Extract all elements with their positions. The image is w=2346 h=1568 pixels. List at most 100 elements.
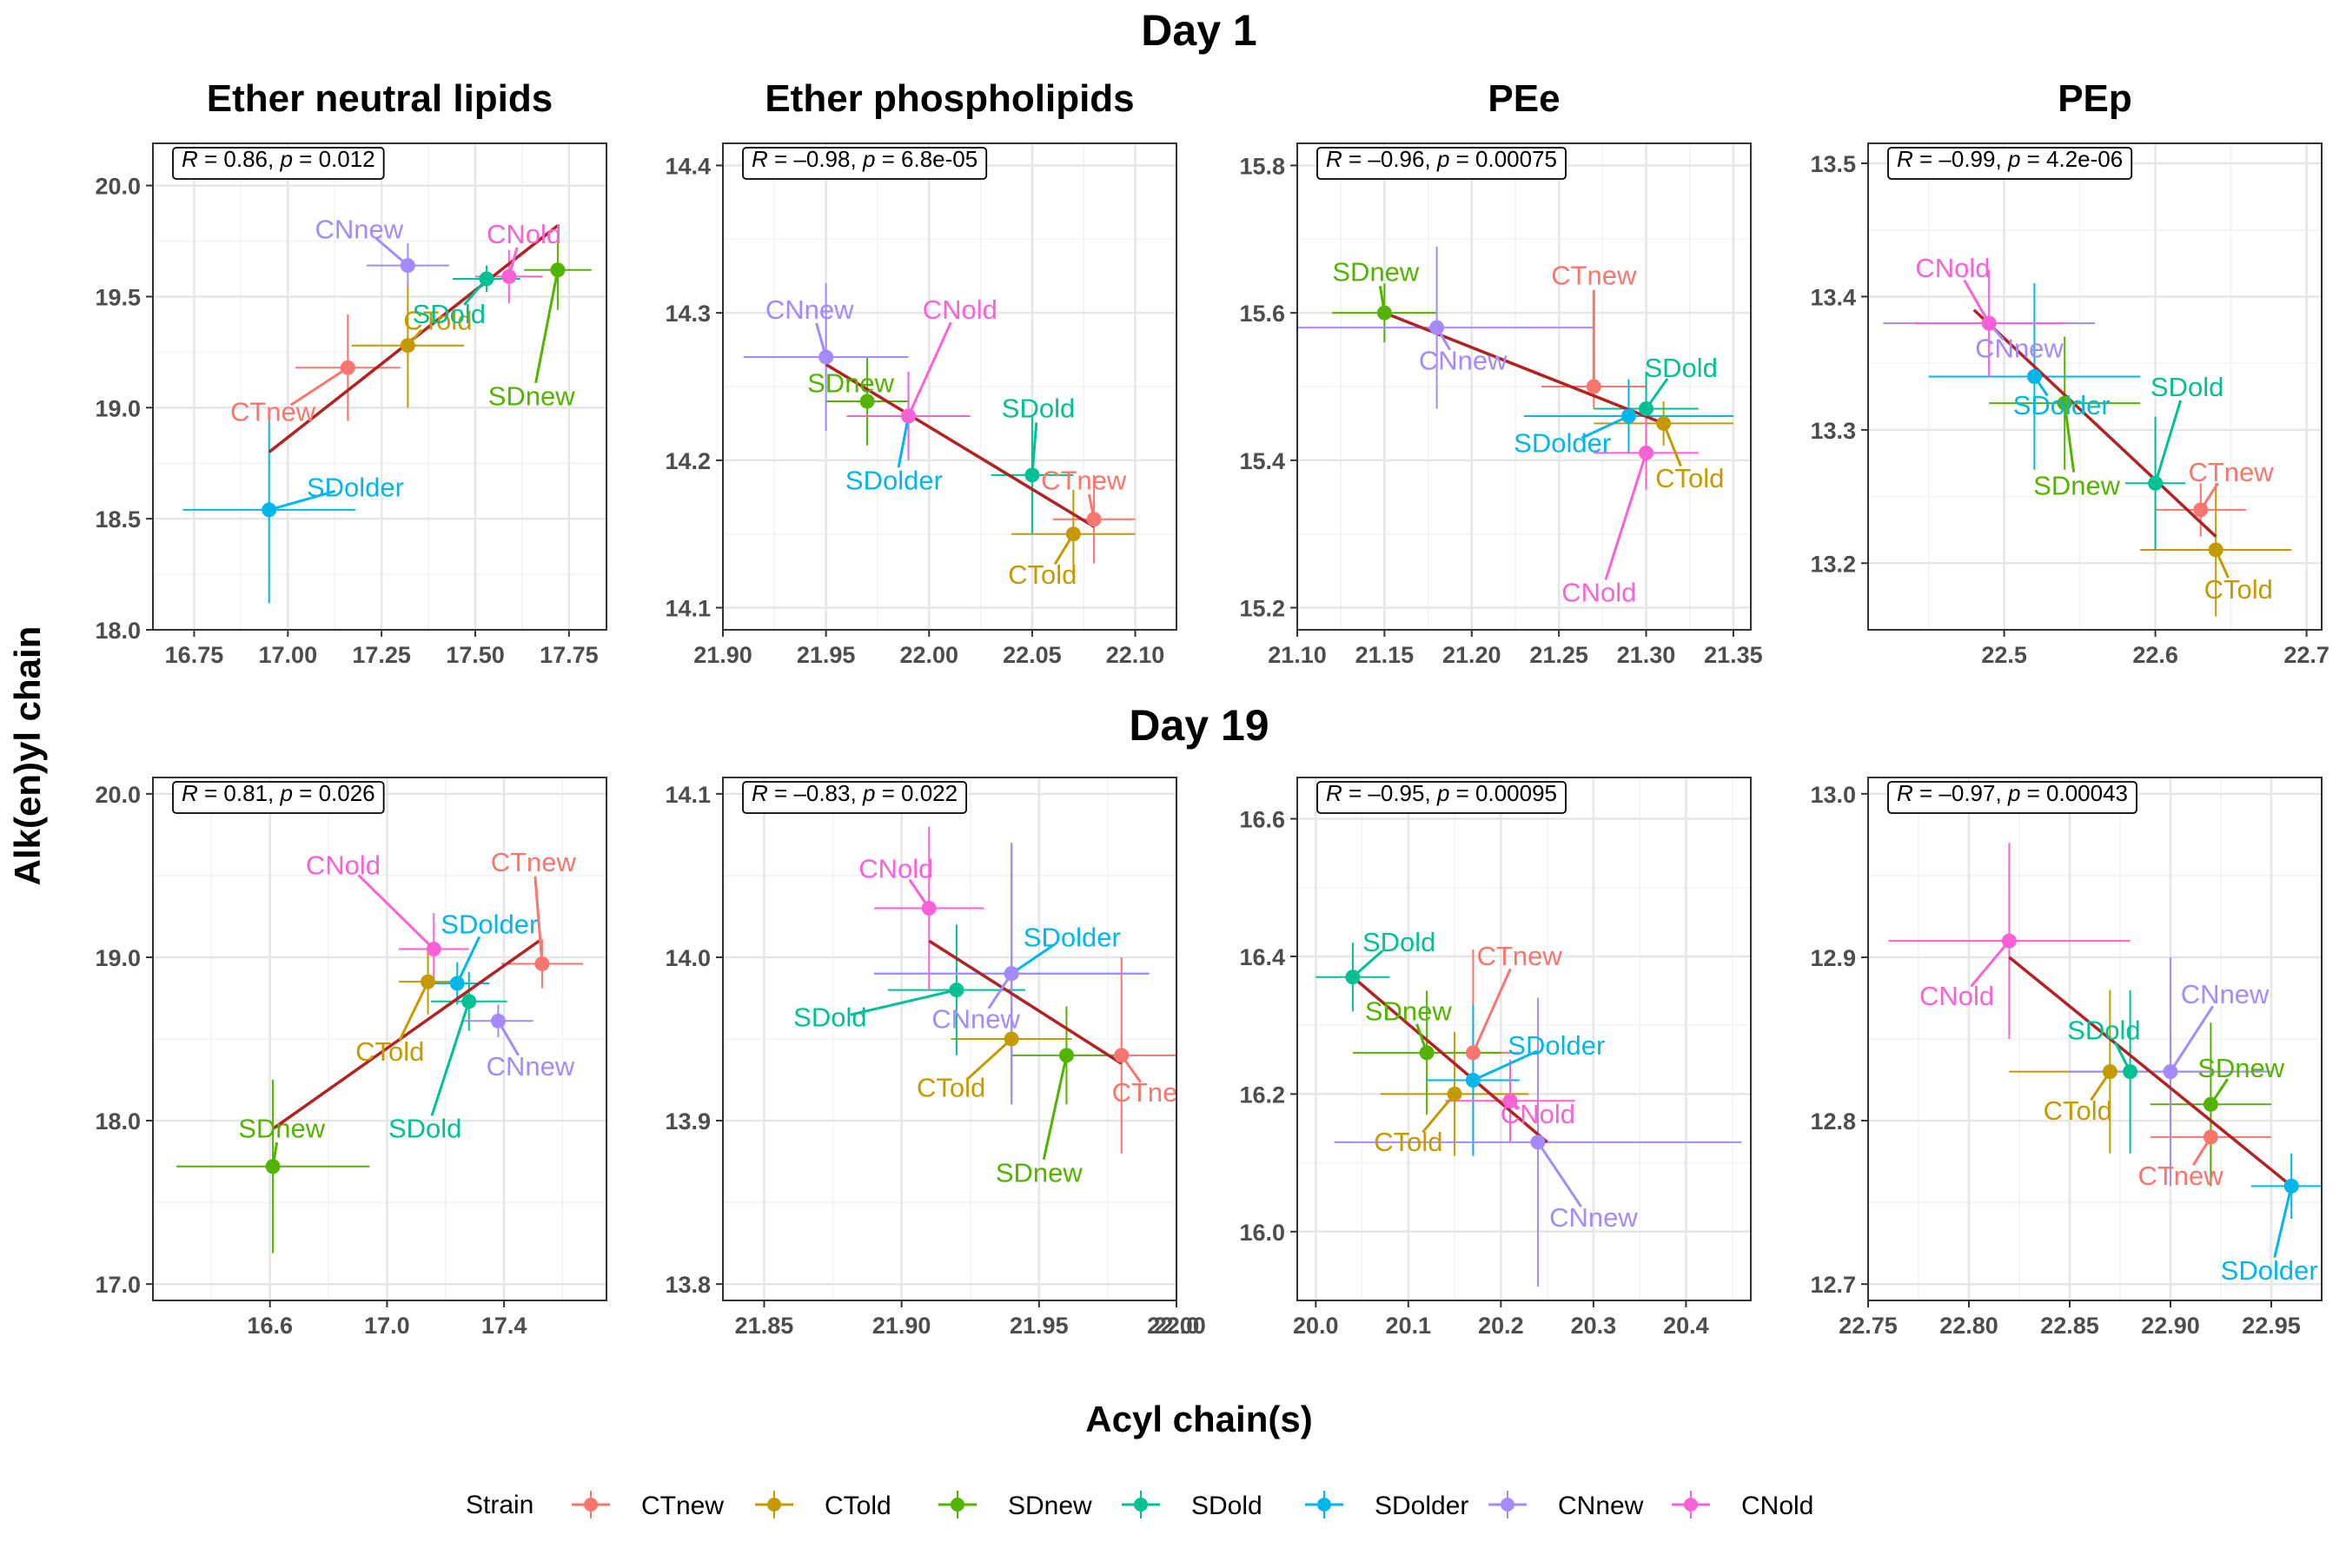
- label-leader: [268, 489, 336, 512]
- x-tick-label: 22.75: [1839, 1313, 1898, 1339]
- x-tick-label: 17.4: [481, 1313, 527, 1339]
- point-label: CNold: [306, 850, 381, 881]
- x-tick-label: 22.0: [1154, 1313, 1200, 1339]
- data-point: [534, 956, 550, 971]
- label-leader: [907, 321, 952, 417]
- panel-8: 22.75 22.80 22.85 22.90 22.95 12.7 12.8 12.9 13.…: [1810, 777, 2323, 1339]
- data-point: [2163, 1064, 2178, 1080]
- point-label: SDold: [388, 1113, 461, 1143]
- legend-key-point: [584, 1498, 598, 1512]
- legend-item-cnnew: CNnew: [1488, 1491, 1644, 1520]
- point-label: CNold: [487, 219, 561, 249]
- data-point: [262, 502, 277, 518]
- panel-7: 20.0 20.1 20.2 20.3 20.4 16.0 16.2 16.4 16.6 CTne…: [1239, 777, 1752, 1339]
- legend-title: Strain: [466, 1491, 533, 1519]
- point-label: CTnew: [1477, 941, 1563, 971]
- data-point: [1429, 320, 1445, 335]
- stat-label: R = –0.83, p = 0.022: [752, 780, 958, 806]
- point-label: SDnew: [238, 1113, 326, 1143]
- label-leader: [398, 981, 429, 1041]
- legend-label: SDolder: [1375, 1492, 1468, 1520]
- label-leader: [897, 415, 911, 468]
- label-leader: [1422, 1093, 1456, 1134]
- point-label: CNold: [1915, 253, 1990, 283]
- label-leader: [1970, 940, 2011, 988]
- y-tick-label: 14.1: [665, 782, 711, 808]
- x-tick-label: 22.95: [2242, 1313, 2301, 1339]
- legend-item-ctold: CTold: [755, 1491, 891, 1520]
- panel-title: PEe: [1488, 77, 1560, 120]
- x-tick-label: 21.20: [1442, 642, 1501, 668]
- x-tick-label: 21.25: [1529, 642, 1588, 668]
- label-leader: [1581, 414, 1630, 440]
- data-point: [340, 360, 355, 375]
- y-tick-label: 18.5: [95, 506, 141, 533]
- stat-box: R = –0.83, p = 0.022: [742, 780, 968, 814]
- point-label: CTold: [1374, 1127, 1442, 1157]
- stat-box-frame: [1887, 781, 2137, 814]
- point-label: CTold: [1655, 463, 1724, 493]
- data-point: [490, 1013, 506, 1029]
- legend: CTnew CTold SDnew SDold SDolder CNnew CNold: [572, 1491, 1813, 1520]
- y-tick-label: 18.0: [95, 618, 141, 644]
- stat-box: R = –0.98, p = 6.8e-05: [742, 146, 988, 180]
- point-label: SDolder: [1514, 427, 1611, 458]
- data-point: [921, 901, 937, 916]
- x-tick-label: 21.95: [797, 642, 856, 668]
- legend-key-point: [951, 1498, 964, 1512]
- point-label: CNnew: [1975, 333, 2064, 363]
- point-label: CTold: [403, 306, 472, 336]
- panel-border: [152, 777, 607, 1301]
- x-tick-label: 22.6: [2132, 642, 2178, 668]
- y-tick-label: 13.9: [665, 1108, 711, 1135]
- point-label: CTnew: [491, 847, 577, 877]
- legend-item-sdold: SDold: [1122, 1491, 1262, 1520]
- data-point: [1465, 1045, 1481, 1061]
- point-label: SDold: [2067, 1016, 2140, 1046]
- stat-box-frame: [1316, 781, 1567, 814]
- point-label: SDold: [1644, 353, 1717, 383]
- stat-box: R = 0.81, p = 0.026: [172, 780, 385, 814]
- label-leader: [2154, 400, 2183, 484]
- data-point: [1419, 1045, 1435, 1061]
- point-label: SDold: [413, 299, 486, 329]
- data-point: [949, 982, 964, 998]
- data-point: [1620, 408, 1636, 424]
- data-point: [2193, 502, 2209, 518]
- stat-box-frame: [172, 781, 385, 814]
- row-title-day19: Day 19: [1129, 701, 1269, 750]
- x-tick-label: 20.0: [1293, 1313, 1339, 1339]
- x-tick-label: 20.4: [1663, 1313, 1709, 1339]
- point-label: SDnew: [1332, 256, 1420, 287]
- point-label: CTnew: [1041, 466, 1127, 496]
- point-label: SDold: [2150, 372, 2223, 402]
- y-tick-label: 12.9: [1810, 945, 1856, 971]
- stat-box-frame: [742, 147, 988, 180]
- x-tick-label: 22.00: [899, 642, 958, 668]
- x-tick-label: 21.95: [1010, 1313, 1069, 1339]
- y-tick-label: 15.4: [1239, 448, 1285, 474]
- y-axis-title: Alk(en)yl chain: [7, 626, 48, 886]
- legend-key-point: [1501, 1498, 1514, 1512]
- panel-5: 16.6 17.0 17.4 17.0 18.0 19.0 20.0 CTnew CTold SD…: [95, 777, 607, 1339]
- point-label: CNold: [1561, 578, 1636, 608]
- data-point: [265, 1159, 281, 1174]
- panel-border: [1867, 777, 2323, 1301]
- plot-area: CTnew CTold SDnew SDold SDolder CNnew CNold: [182, 215, 592, 604]
- x-tick-label: 22.00: [1147, 1313, 1206, 1339]
- y-tick-label: 19.5: [95, 284, 141, 310]
- y-tick-label: 12.8: [1810, 1108, 1856, 1135]
- legend-key-point: [1317, 1498, 1331, 1512]
- y-tick-label: 13.4: [1810, 284, 1856, 310]
- point-label: CNnew: [2181, 979, 2270, 1009]
- point-label: SDnew: [2197, 1053, 2285, 1083]
- point-label: SDnew: [1365, 996, 1453, 1026]
- point-label: CTnew: [1112, 1077, 1198, 1108]
- data-point: [1502, 1093, 1518, 1108]
- x-tick-label: 17.50: [446, 642, 505, 668]
- regression-line: [1972, 308, 2217, 538]
- data-point: [2001, 933, 2017, 949]
- label-leader: [1042, 1055, 1068, 1161]
- x-tick-label: 21.15: [1355, 642, 1415, 668]
